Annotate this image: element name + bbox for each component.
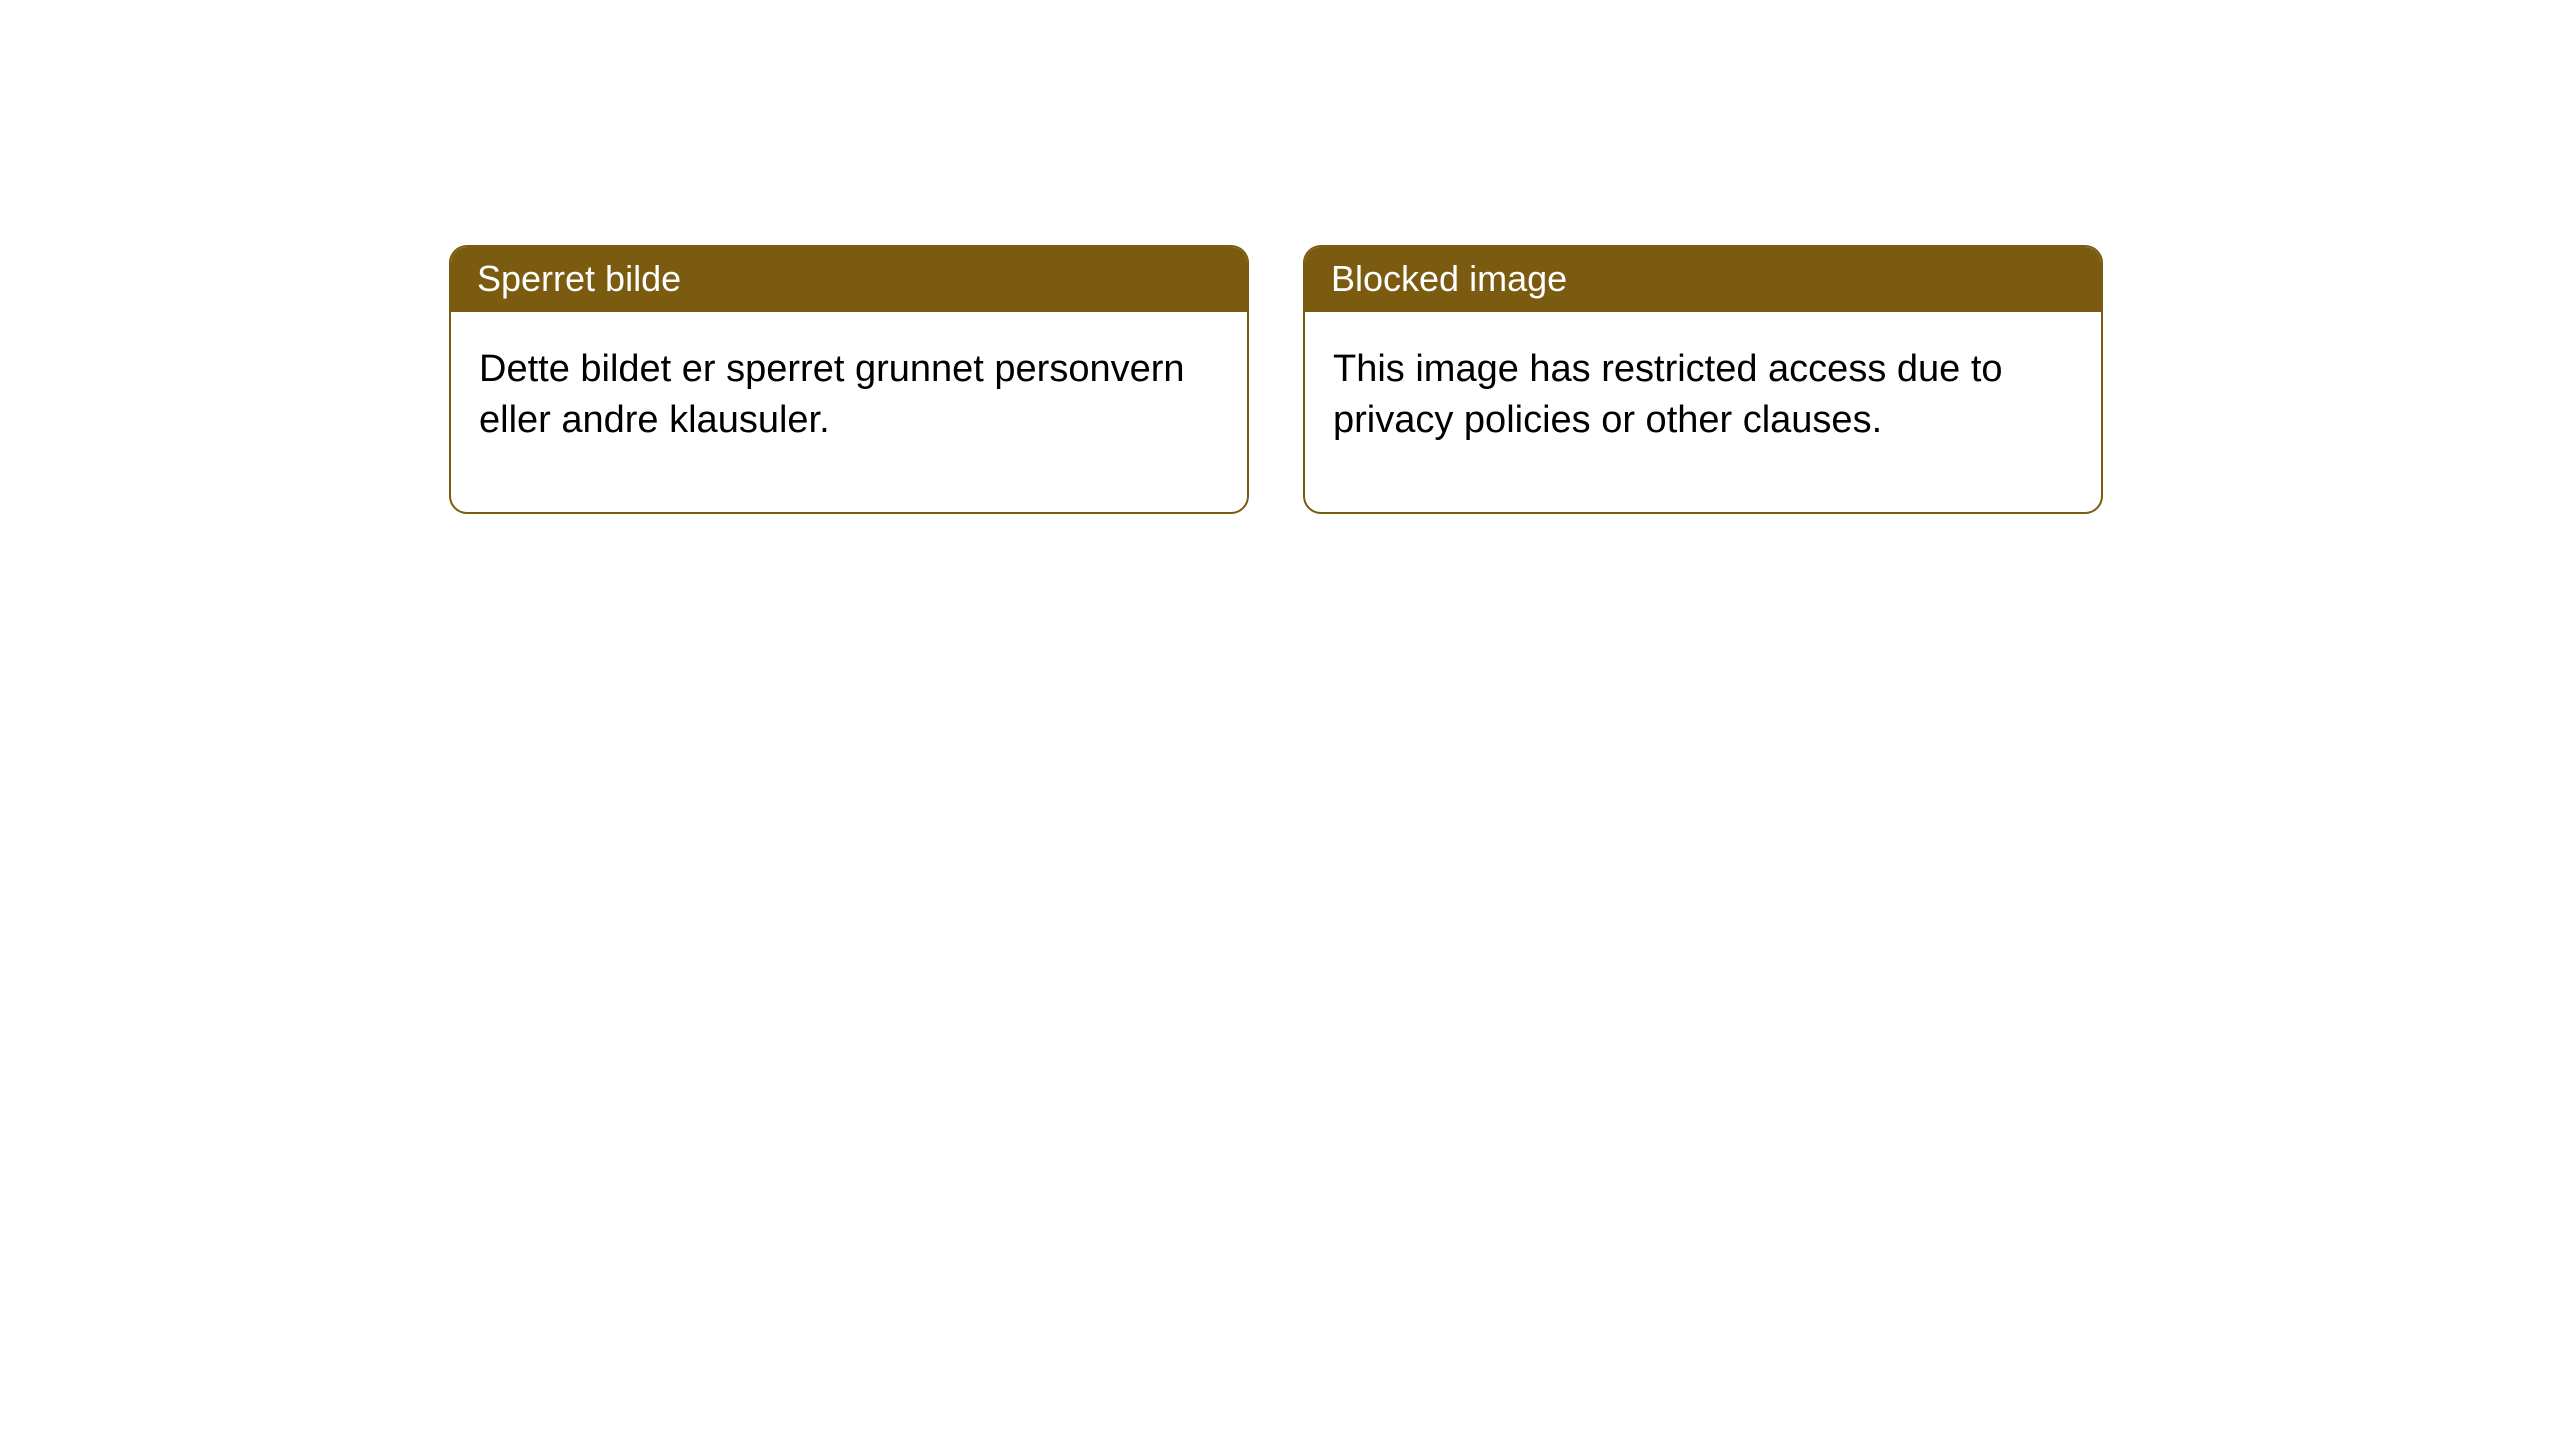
blocked-image-card-en: Blocked image This image has restricted …	[1303, 245, 2103, 514]
card-header-no: Sperret bilde	[451, 247, 1247, 312]
card-body-no: Dette bildet er sperret grunnet personve…	[451, 312, 1247, 512]
notice-container: Sperret bilde Dette bildet er sperret gr…	[0, 0, 2560, 514]
card-header-en: Blocked image	[1305, 247, 2101, 312]
card-body-en: This image has restricted access due to …	[1305, 312, 2101, 512]
blocked-image-card-no: Sperret bilde Dette bildet er sperret gr…	[449, 245, 1249, 514]
